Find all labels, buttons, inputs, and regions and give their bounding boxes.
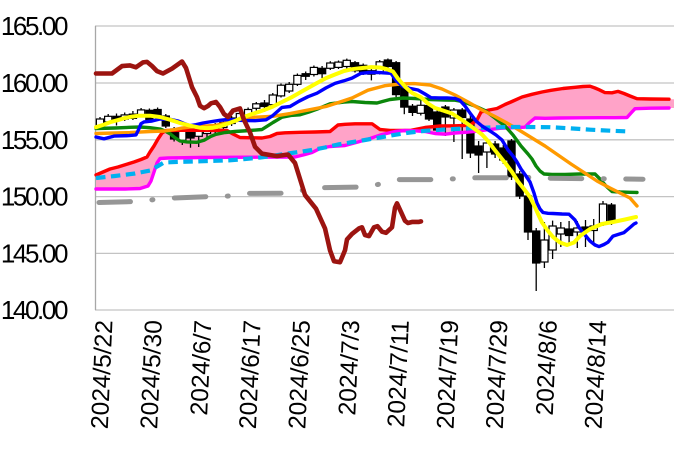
svg-text:2024/6/25: 2024/6/25 [284,320,316,430]
svg-text:2024/6/7: 2024/6/7 [186,320,217,416]
svg-text:2024/5/30: 2024/5/30 [136,320,168,430]
svg-text:2024/6/17: 2024/6/17 [235,320,267,430]
svg-text:160.00: 160.00 [1,68,68,98]
svg-text:2024/7/19: 2024/7/19 [432,320,464,430]
svg-text:165.00: 165.00 [1,11,68,41]
svg-text:2024/7/11: 2024/7/11 [383,320,415,428]
svg-text:140.00: 140.00 [1,295,68,325]
svg-text:155.00: 155.00 [1,125,68,155]
svg-text:150.00: 150.00 [1,182,68,212]
svg-text:2024/7/3: 2024/7/3 [334,320,365,416]
svg-text:2024/8/14: 2024/8/14 [581,320,613,430]
svg-text:2024/8/6: 2024/8/6 [532,320,563,416]
svg-text:2024/5/22: 2024/5/22 [87,320,119,430]
svg-text:2024/7/29: 2024/7/29 [482,320,514,430]
svg-text:145.00: 145.00 [1,238,68,268]
